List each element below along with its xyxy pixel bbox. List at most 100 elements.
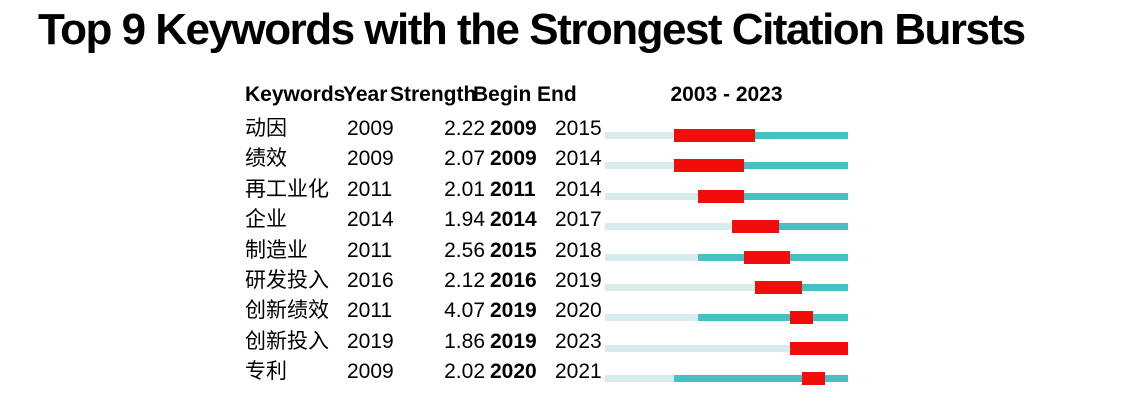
end-cell: 2019 xyxy=(555,269,602,292)
pre-appearance-segment xyxy=(605,223,733,231)
burst-segment xyxy=(743,250,791,264)
burst-row: 再工业化 2011 2.01 2011 2014 xyxy=(245,175,865,205)
strength-cell: 2.02 xyxy=(444,360,485,384)
keyword-cell: 绩效 xyxy=(245,147,287,171)
burst-row: 创新绩效 2011 4.07 2019 2020 xyxy=(245,296,865,326)
burst-row: 企业 2014 1.94 2014 2017 xyxy=(245,205,865,235)
keyword-cell: 制造业 xyxy=(245,238,308,262)
burst-segment xyxy=(790,311,814,325)
year-cell: 2016 xyxy=(347,269,394,292)
strength-cell: 1.86 xyxy=(444,329,485,353)
end-cell: 2014 xyxy=(555,177,602,201)
strength-cell: 1.94 xyxy=(444,208,485,232)
burst-segment xyxy=(674,129,756,142)
pre-appearance-segment xyxy=(605,284,756,291)
column-header-begin: Begin xyxy=(473,83,532,106)
active-tail-segment xyxy=(790,253,848,261)
end-cell: 2023 xyxy=(555,329,602,353)
burst-segment xyxy=(697,189,744,203)
active-segment xyxy=(697,253,744,261)
year-cell: 2011 xyxy=(347,299,393,323)
strength-cell: 2.12 xyxy=(444,269,485,292)
timeline-bar xyxy=(605,205,848,235)
year-cell: 2009 xyxy=(347,147,394,171)
timeline-bar xyxy=(605,114,848,144)
end-cell: 2015 xyxy=(555,117,602,140)
begin-cell: 2014 xyxy=(490,208,537,232)
burst-row: 专利 2009 2.02 2020 2021 xyxy=(245,357,865,387)
timeline-bar xyxy=(605,144,848,174)
active-tail-segment xyxy=(824,375,848,383)
pre-appearance-segment xyxy=(605,375,675,383)
begin-cell: 2019 xyxy=(490,299,537,323)
active-tail-segment xyxy=(778,223,848,231)
timeline-bar xyxy=(605,236,848,266)
keyword-cell: 专利 xyxy=(245,360,287,384)
burst-row: 绩效 2009 2.07 2009 2014 xyxy=(245,144,865,174)
burst-row: 创新投入 2019 1.86 2019 2023 xyxy=(245,327,865,357)
pre-appearance-segment xyxy=(605,192,698,200)
end-cell: 2017 xyxy=(555,208,602,232)
page-title: Top 9 Keywords with the Strongest Citati… xyxy=(38,5,1026,54)
pre-appearance-segment xyxy=(605,162,675,170)
year-cell: 2019 xyxy=(347,329,394,353)
begin-cell: 2009 xyxy=(490,147,537,171)
pre-appearance-segment xyxy=(605,314,698,322)
keyword-cell: 动因 xyxy=(245,117,287,140)
timeline-range-label: 2003 - 2023 xyxy=(670,83,783,106)
active-tail-segment xyxy=(743,192,848,200)
timeline-bar xyxy=(605,175,848,205)
pre-appearance-segment xyxy=(605,344,791,352)
begin-cell: 2009 xyxy=(490,117,537,140)
active-segment xyxy=(674,375,802,383)
begin-cell: 2011 xyxy=(490,177,536,201)
timeline-bar xyxy=(605,296,848,326)
burst-row: 制造业 2011 2.56 2015 2018 xyxy=(245,236,865,266)
keyword-cell: 创新投入 xyxy=(245,329,329,353)
strength-cell: 2.56 xyxy=(444,238,485,262)
end-cell: 2021 xyxy=(555,360,602,384)
begin-cell: 2019 xyxy=(490,329,537,353)
strength-cell: 2.22 xyxy=(444,117,485,140)
pre-appearance-segment xyxy=(605,253,698,261)
pre-appearance-segment xyxy=(605,132,675,139)
burst-segment xyxy=(732,220,779,234)
column-header-end: End xyxy=(537,83,577,106)
timeline-bar xyxy=(605,266,848,296)
year-cell: 2014 xyxy=(347,208,394,232)
active-tail-segment xyxy=(813,314,848,322)
begin-cell: 2016 xyxy=(490,269,537,292)
burst-segment xyxy=(801,372,825,386)
strength-cell: 2.07 xyxy=(444,147,485,171)
burst-segment xyxy=(674,159,744,173)
burst-row: 动因 2009 2.22 2009 2015 xyxy=(245,114,865,144)
keyword-cell: 研发投入 xyxy=(245,269,329,292)
strength-cell: 2.01 xyxy=(444,177,485,201)
begin-cell: 2020 xyxy=(490,360,537,384)
active-segment xyxy=(697,314,791,322)
timeline-bar xyxy=(605,327,848,357)
active-tail-segment xyxy=(755,132,848,139)
column-header-strength: Strength xyxy=(390,83,477,106)
column-header-year: Year xyxy=(343,83,388,106)
year-cell: 2011 xyxy=(347,177,393,201)
year-cell: 2009 xyxy=(347,360,394,384)
strength-cell: 4.07 xyxy=(444,299,485,323)
year-cell: 2011 xyxy=(347,238,393,262)
keyword-cell: 再工业化 xyxy=(245,177,329,201)
burst-segment xyxy=(790,341,848,355)
keyword-cell: 创新绩效 xyxy=(245,299,329,323)
active-tail-segment xyxy=(743,162,848,170)
column-header-keywords: Keywords xyxy=(245,83,346,106)
burst-row: 研发投入 2016 2.12 2016 2019 xyxy=(245,266,865,296)
end-cell: 2018 xyxy=(555,238,602,262)
timeline-bar xyxy=(605,357,848,387)
burst-segment xyxy=(755,281,802,294)
begin-cell: 2015 xyxy=(490,238,537,262)
end-cell: 2014 xyxy=(555,147,602,171)
keyword-cell: 企业 xyxy=(245,208,287,232)
end-cell: 2020 xyxy=(555,299,602,323)
year-cell: 2009 xyxy=(347,117,394,140)
active-tail-segment xyxy=(801,284,848,291)
